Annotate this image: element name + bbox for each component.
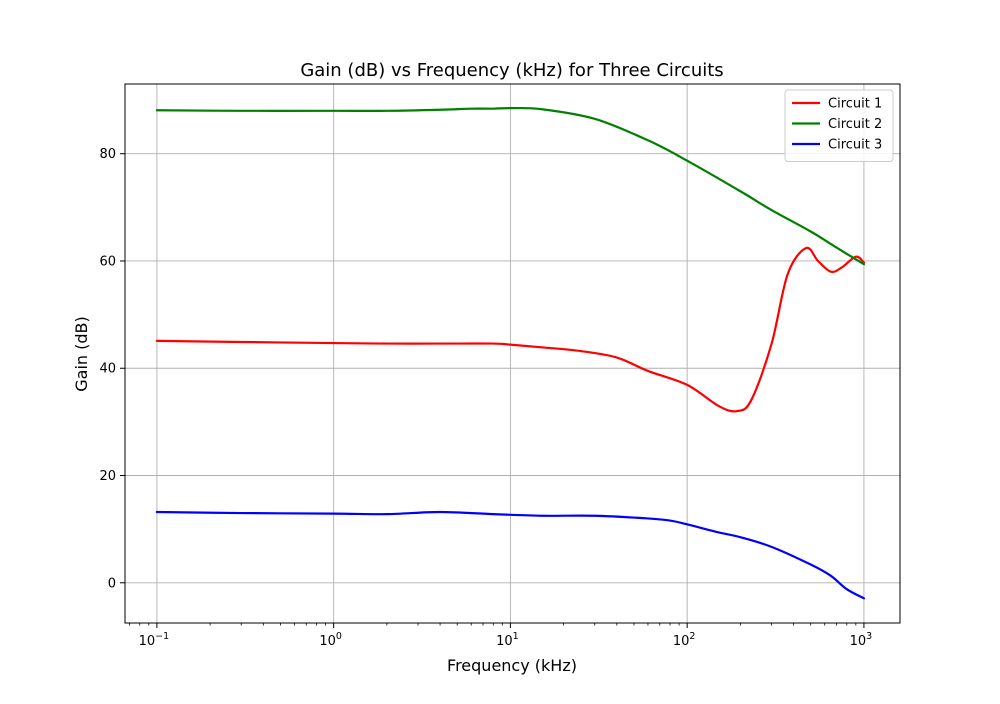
legend-label: Circuit 1 [828, 97, 882, 112]
x-axis-label: Frequency (kHz) [447, 656, 577, 675]
legend-label: Circuit 2 [828, 117, 882, 132]
x-tick-label: 102 [673, 631, 696, 649]
x-tick-label: 10−1 [139, 631, 170, 649]
y-tick-label: 80 [99, 147, 116, 162]
x-tick-label-base: 10 [319, 634, 336, 649]
series-line-circuit-1 [155, 246, 866, 413]
grid [125, 84, 900, 623]
x-axis-ticks: 10−1 100 101 102 103 [129, 623, 873, 649]
x-tick-label-base: 10 [850, 634, 867, 649]
y-axis-ticks: 0 20 40 60 80 [99, 147, 125, 591]
legend: Circuit 1 Circuit 2 Circuit 3 [784, 89, 894, 162]
x-tick-label: 100 [319, 631, 342, 649]
y-tick-label: 20 [99, 469, 116, 484]
x-tick-label-exponent: −1 [155, 631, 169, 642]
x-tick-label: 101 [496, 631, 519, 649]
y-axis-label: Gain (dB) [72, 316, 91, 392]
chart-title: Gain (dB) vs Frequency (kHz) for Three C… [300, 60, 723, 81]
x-tick-label-base: 10 [139, 634, 156, 649]
y-tick-label: 60 [99, 254, 116, 269]
legend-label: Circuit 3 [828, 138, 882, 153]
plot-frame [124, 83, 901, 624]
y-tick-label: 40 [99, 362, 116, 377]
x-tick-label-exponent: 3 [866, 631, 872, 642]
series-line-circuit-2 [155, 106, 866, 266]
x-tick-label: 103 [850, 631, 873, 649]
x-tick-label-base: 10 [496, 634, 513, 649]
x-tick-label-exponent: 0 [336, 631, 342, 642]
x-tick-label-exponent: 1 [513, 631, 519, 642]
y-tick-label: 0 [108, 576, 116, 591]
series-line-circuit-3 [155, 510, 866, 600]
x-tick-label-base: 10 [673, 634, 690, 649]
series-lines [155, 106, 866, 600]
x-tick-label-exponent: 2 [689, 631, 695, 642]
